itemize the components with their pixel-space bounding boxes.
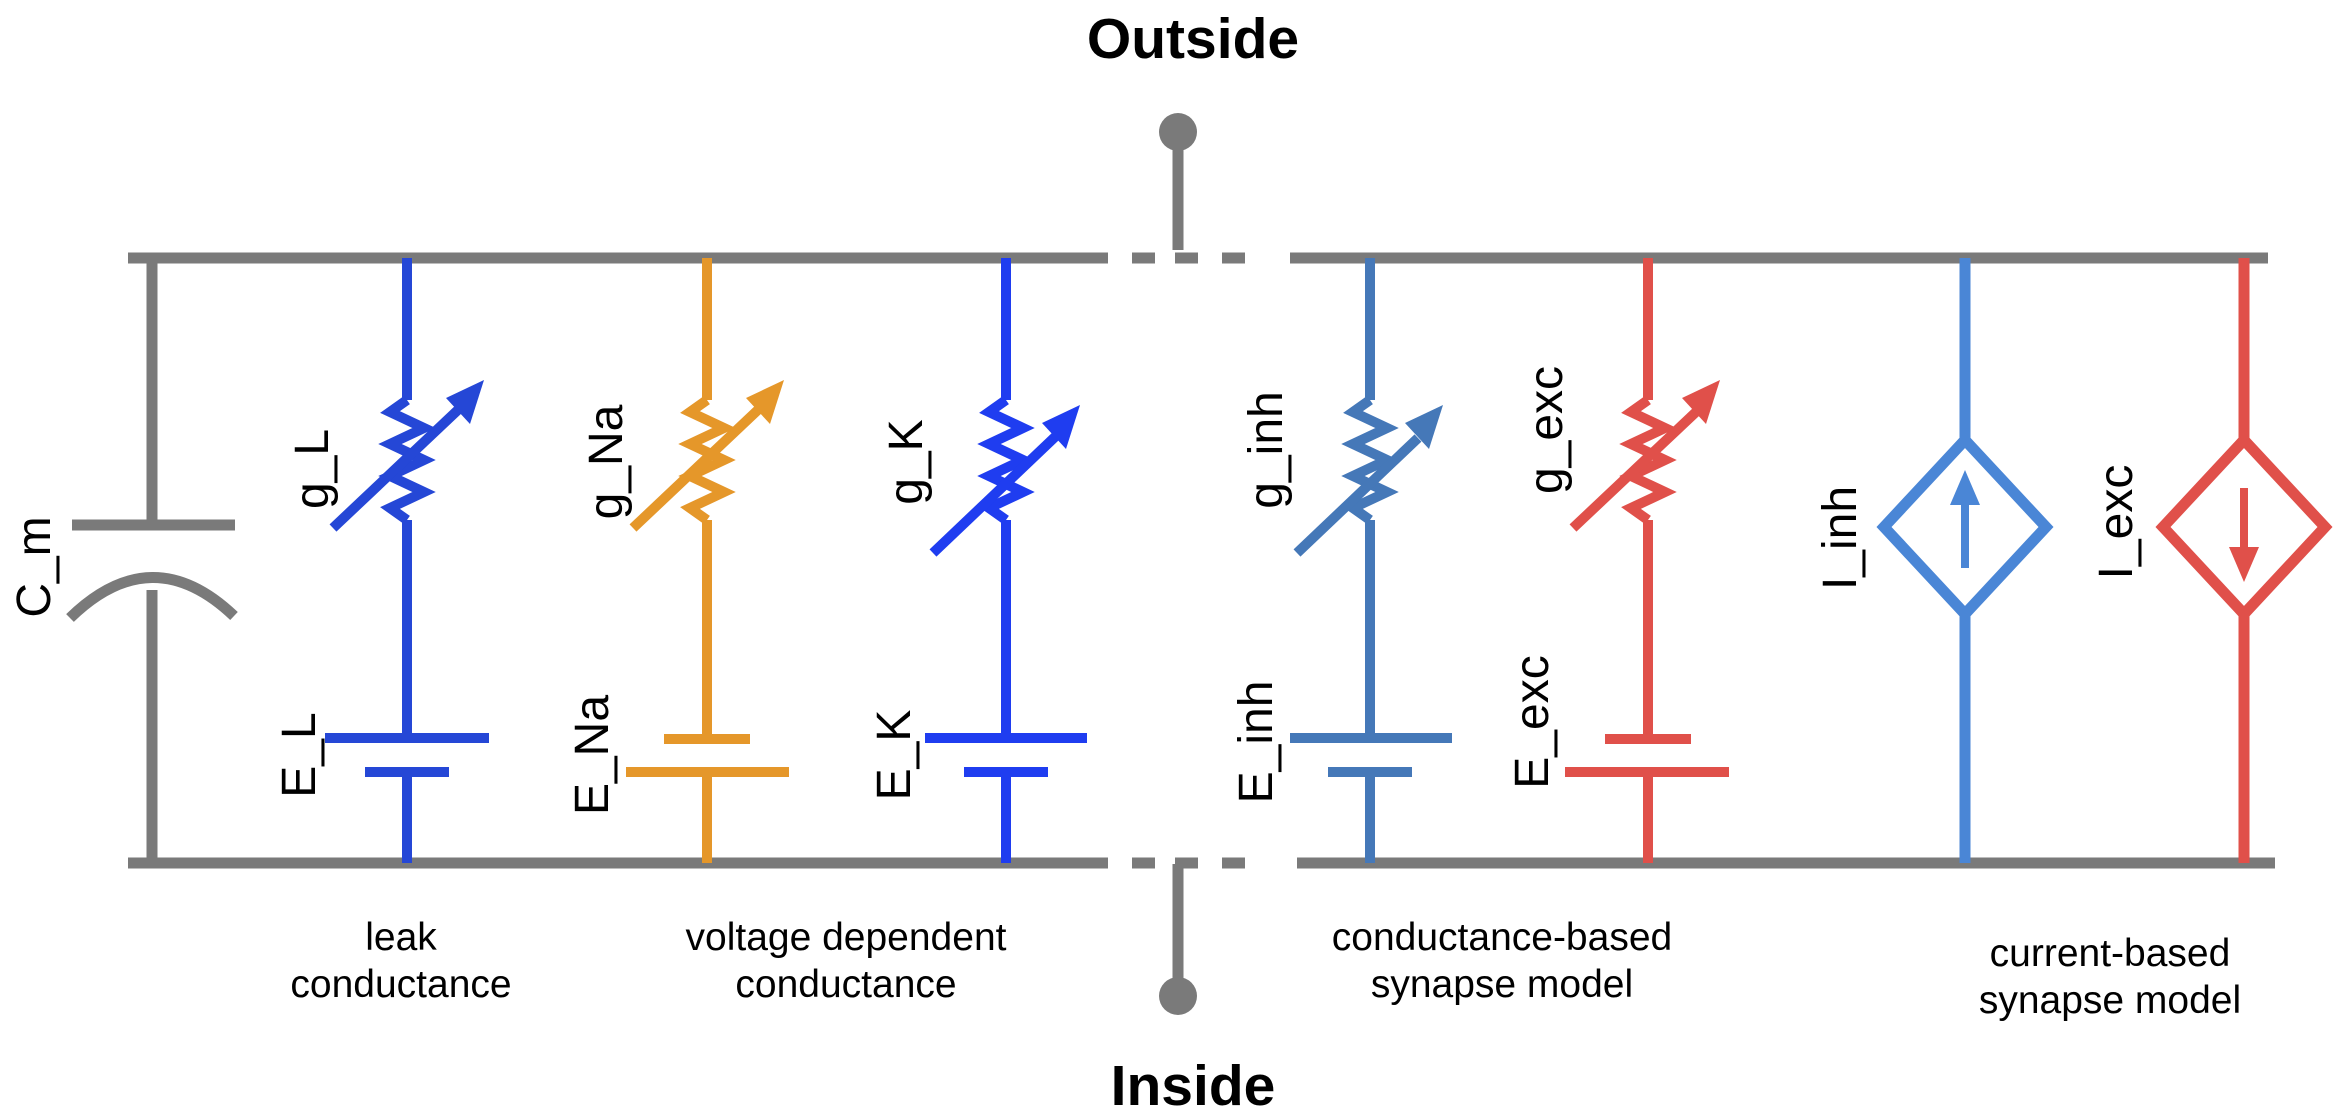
svg-text:synapse model: synapse model (1371, 963, 1633, 1006)
sodium-conductance-label: g_Na (580, 404, 633, 519)
caption-current-synapse: current-based synapse model (1979, 932, 2241, 1022)
potassium-branch (925, 258, 1087, 863)
inhibitory-current-source (1876, 258, 2054, 863)
sodium-reversal-label: E_Na (566, 695, 619, 815)
inhibitory-synapse-branch (1290, 258, 1452, 863)
excitatory-synapse-branch (1565, 258, 1729, 863)
svg-text:current-based: current-based (1990, 932, 2231, 975)
outside-terminal (1159, 113, 1197, 250)
excitatory-conductance-label: g_exc (1520, 366, 1573, 494)
leak-branch (325, 258, 489, 863)
svg-text:conductance-based: conductance-based (1332, 916, 1672, 959)
caption-leak: leak conductance (290, 916, 511, 1006)
capacitance-label: C_m (8, 516, 61, 617)
potassium-reversal-label: E_K (868, 710, 921, 801)
svg-text:synapse model: synapse model (1979, 979, 2241, 1022)
excitatory-current-source (2155, 258, 2333, 863)
caption-voltage-dependent: voltage dependent conductance (686, 916, 1007, 1006)
inside-terminal (1159, 864, 1197, 1015)
svg-text:conductance: conductance (735, 963, 956, 1006)
svg-text:leak: leak (365, 916, 437, 959)
leak-reversal-label: E_L (273, 712, 326, 797)
leak-conductance-label: g_L (286, 429, 339, 509)
sodium-branch (626, 258, 789, 863)
membrane-capacitor (66, 258, 238, 863)
caption-conductance-synapse: conductance-based synapse model (1332, 916, 1672, 1006)
svg-text:conductance: conductance (290, 963, 511, 1006)
inhibitory-reversal-label: E_inh (1230, 681, 1283, 804)
svg-text:voltage dependent: voltage dependent (686, 916, 1007, 959)
excitatory-reversal-label: E_exc (1506, 655, 1559, 788)
inside-label: Inside (1111, 1054, 1276, 1118)
inhibitory-current-label: I_inh (1814, 486, 1867, 590)
outside-label: Outside (1087, 7, 1299, 71)
excitatory-current-label: I_exc (2090, 465, 2143, 580)
potassium-conductance-label: g_K (880, 419, 933, 504)
inhibitory-conductance-label: g_inh (1240, 391, 1293, 508)
